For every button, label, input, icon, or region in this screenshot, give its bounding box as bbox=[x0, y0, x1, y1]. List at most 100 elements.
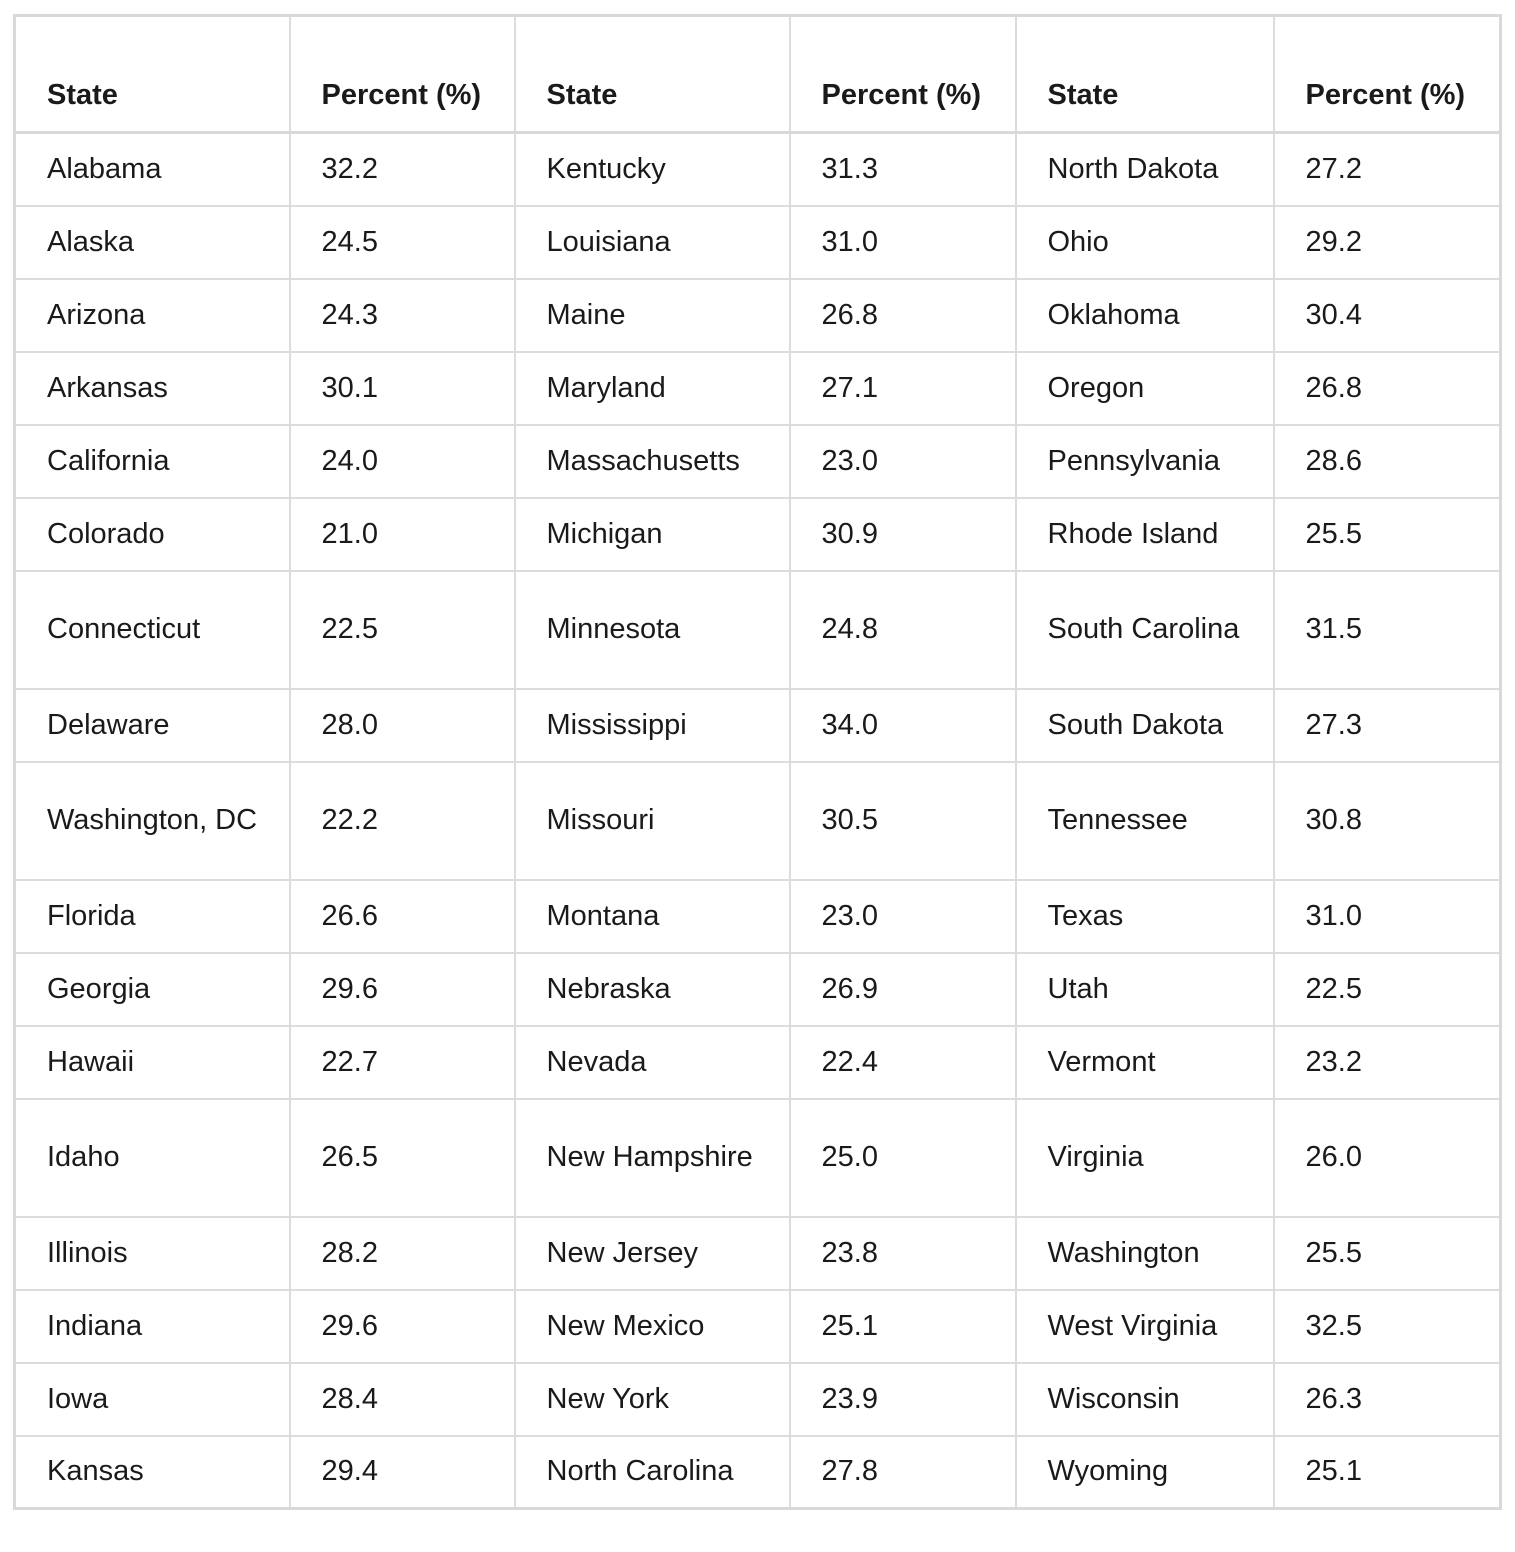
percent-cell: 29.6 bbox=[288, 951, 516, 1027]
state-cell: Iowa bbox=[13, 1361, 291, 1437]
percent-cell: 28.0 bbox=[288, 687, 516, 763]
percent-cell: 26.6 bbox=[288, 878, 516, 954]
table-row: Delaware 28.0 Mississippi 34.0 South Dakota 2… bbox=[13, 687, 1502, 763]
percent-cell: 22.4 bbox=[788, 1024, 1017, 1100]
state-cell: Kentucky bbox=[513, 131, 791, 207]
state-cell: Vermont bbox=[1014, 1024, 1275, 1100]
state-cell: Alabama bbox=[13, 131, 291, 207]
percent-cell: 26.5 bbox=[288, 1097, 516, 1218]
state-cell: Washington bbox=[1014, 1215, 1275, 1291]
percent-cell: 31.0 bbox=[788, 204, 1017, 280]
percent-cell: 34.0 bbox=[788, 687, 1017, 763]
state-cell: Arkansas bbox=[13, 350, 291, 426]
table-row: Florida 26.6 Montana 23.0 Texas 31.0 bbox=[13, 878, 1502, 954]
percent-cell: 26.8 bbox=[1272, 350, 1502, 426]
percent-cell: 32.2 bbox=[288, 131, 516, 207]
state-cell: Missouri bbox=[513, 760, 791, 881]
state-cell: Delaware bbox=[13, 687, 291, 763]
state-cell: South Carolina bbox=[1014, 569, 1275, 690]
percent-cell: 30.9 bbox=[788, 496, 1017, 572]
state-cell: Wyoming bbox=[1014, 1434, 1275, 1510]
state-cell: North Dakota bbox=[1014, 131, 1275, 207]
header-state-1: State bbox=[13, 14, 291, 134]
percent-cell: 25.5 bbox=[1272, 496, 1502, 572]
percent-cell: 26.3 bbox=[1272, 1361, 1502, 1437]
state-cell: Nebraska bbox=[513, 951, 791, 1027]
percent-cell: 22.5 bbox=[1272, 951, 1502, 1027]
header-state-2: State bbox=[513, 14, 791, 134]
table-row: Connecticut 22.5 Minnesota 24.8 South Caroli… bbox=[13, 569, 1502, 690]
percent-cell: 29.4 bbox=[288, 1434, 516, 1510]
header-state-3: State bbox=[1014, 14, 1275, 134]
table-row: Colorado 21.0 Michigan 30.9 Rhode Island 25.5 bbox=[13, 496, 1502, 572]
percent-cell: 23.9 bbox=[788, 1361, 1017, 1437]
percent-cell: 27.8 bbox=[788, 1434, 1017, 1510]
percent-cell: 21.0 bbox=[288, 496, 516, 572]
percent-cell: 24.5 bbox=[288, 204, 516, 280]
state-cell: Massachusetts bbox=[513, 423, 791, 499]
table-body: Alabama 32.2 Kentucky 31.3 North Dakota 27.2 A… bbox=[13, 131, 1502, 1510]
table-row: California 24.0 Massachusetts 23.0 Pennsylva… bbox=[13, 423, 1502, 499]
percent-cell: 31.3 bbox=[788, 131, 1017, 207]
percent-cell: 26.8 bbox=[788, 277, 1017, 353]
state-cell: New York bbox=[513, 1361, 791, 1437]
percent-cell: 32.5 bbox=[1272, 1288, 1502, 1364]
header-percent-2: Percent (%) bbox=[788, 14, 1017, 134]
table-row: Kansas 29.4 North Carolina 27.8 Wyoming 25.1 bbox=[13, 1434, 1502, 1510]
table-row: Alaska 24.5 Louisiana 31.0 Ohio 29.2 bbox=[13, 204, 1502, 280]
header-percent-3: Percent (%) bbox=[1272, 14, 1502, 134]
percent-cell: 25.0 bbox=[788, 1097, 1017, 1218]
state-cell: Montana bbox=[513, 878, 791, 954]
percent-cell: 30.5 bbox=[788, 760, 1017, 881]
state-cell: Nevada bbox=[513, 1024, 791, 1100]
state-cell: Georgia bbox=[13, 951, 291, 1027]
percent-cell: 23.0 bbox=[788, 878, 1017, 954]
percent-cell: 31.5 bbox=[1272, 569, 1502, 690]
state-cell: New Hampshire bbox=[513, 1097, 791, 1218]
header-percent-1: Percent (%) bbox=[288, 14, 516, 134]
state-cell: Illinois bbox=[13, 1215, 291, 1291]
percent-cell: 25.1 bbox=[788, 1288, 1017, 1364]
percent-cell: 28.2 bbox=[288, 1215, 516, 1291]
state-cell: North Carolina bbox=[513, 1434, 791, 1510]
state-percent-table-container: State Percent (%) State Percent (%) Stat… bbox=[13, 14, 1502, 1510]
percent-cell: 28.4 bbox=[288, 1361, 516, 1437]
percent-cell: 24.0 bbox=[288, 423, 516, 499]
state-cell: Pennsylvania bbox=[1014, 423, 1275, 499]
state-cell: Florida bbox=[13, 878, 291, 954]
percent-cell: 22.7 bbox=[288, 1024, 516, 1100]
percent-cell: 30.4 bbox=[1272, 277, 1502, 353]
state-cell: South Dakota bbox=[1014, 687, 1275, 763]
state-cell: West Virginia bbox=[1014, 1288, 1275, 1364]
table-row: Iowa 28.4 New York 23.9 Wisconsin 26.3 bbox=[13, 1361, 1502, 1437]
state-cell: Alaska bbox=[13, 204, 291, 280]
percent-cell: 28.6 bbox=[1272, 423, 1502, 499]
state-cell: Maryland bbox=[513, 350, 791, 426]
state-cell: Colorado bbox=[13, 496, 291, 572]
state-cell: Washington, DC bbox=[13, 760, 291, 881]
percent-cell: 23.0 bbox=[788, 423, 1017, 499]
state-cell: Oklahoma bbox=[1014, 277, 1275, 353]
percent-cell: 30.8 bbox=[1272, 760, 1502, 881]
state-cell: Oregon bbox=[1014, 350, 1275, 426]
percent-cell: 22.5 bbox=[288, 569, 516, 690]
state-cell: Texas bbox=[1014, 878, 1275, 954]
table-row: Alabama 32.2 Kentucky 31.3 North Dakota 27.2 bbox=[13, 131, 1502, 207]
percent-cell: 31.0 bbox=[1272, 878, 1502, 954]
percent-cell: 27.3 bbox=[1272, 687, 1502, 763]
state-cell: Maine bbox=[513, 277, 791, 353]
state-cell: New Jersey bbox=[513, 1215, 791, 1291]
state-cell: New Mexico bbox=[513, 1288, 791, 1364]
state-cell: Mississippi bbox=[513, 687, 791, 763]
state-cell: Arizona bbox=[13, 277, 291, 353]
state-cell: Connecticut bbox=[13, 569, 291, 690]
percent-cell: 24.3 bbox=[288, 277, 516, 353]
table-row: Arizona 24.3 Maine 26.8 Oklahoma 30.4 bbox=[13, 277, 1502, 353]
state-cell: Rhode Island bbox=[1014, 496, 1275, 572]
table-row: Hawaii 22.7 Nevada 22.4 Vermont 23.2 bbox=[13, 1024, 1502, 1100]
percent-cell: 26.0 bbox=[1272, 1097, 1502, 1218]
percent-cell: 25.1 bbox=[1272, 1434, 1502, 1510]
state-cell: Ohio bbox=[1014, 204, 1275, 280]
percent-cell: 25.5 bbox=[1272, 1215, 1502, 1291]
state-cell: Utah bbox=[1014, 951, 1275, 1027]
